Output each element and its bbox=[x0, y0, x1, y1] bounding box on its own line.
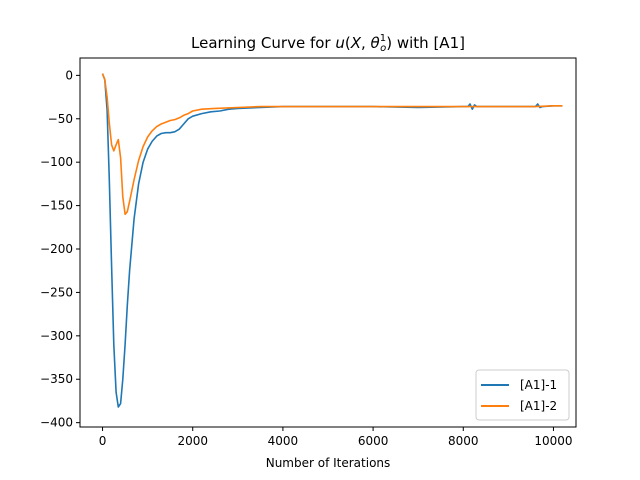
y-tick-label: −200 bbox=[40, 242, 73, 256]
y-axis-ticks: 0 −50 −100 −150 −200 −250 −300 −350 −400 bbox=[40, 68, 80, 430]
series-line-2 bbox=[101, 73, 563, 216]
x-tick-label: 6000 bbox=[358, 434, 389, 448]
y-tick-label: −300 bbox=[40, 329, 73, 343]
y-tick-label: −350 bbox=[40, 372, 73, 386]
x-tick-label: 2000 bbox=[177, 434, 208, 448]
y-tick-label: −100 bbox=[40, 155, 73, 169]
y-tick-label: 0 bbox=[65, 68, 73, 82]
legend-label-a1-1: [A1]-1 bbox=[520, 378, 557, 392]
legend-label-a1-2: [A1]-2 bbox=[520, 399, 557, 413]
chart-title: Learning Curve for u(X, θ1 o) with [A1] bbox=[191, 33, 465, 54]
x-axis-label: Number of Iterations bbox=[266, 456, 391, 470]
plot-frame bbox=[79, 57, 577, 428]
y-tick-label: −150 bbox=[40, 199, 73, 213]
y-tick-label: −400 bbox=[40, 416, 73, 430]
x-tick-label: 10000 bbox=[534, 434, 572, 448]
y-tick-label: −50 bbox=[48, 112, 73, 126]
x-axis-ticks: 0 2000 4000 6000 8000 10000 bbox=[99, 427, 573, 448]
x-tick-label: 8000 bbox=[448, 434, 479, 448]
x-tick-label: 0 bbox=[99, 434, 107, 448]
x-tick-label: 4000 bbox=[268, 434, 299, 448]
legend: [A1]-1 [A1]-2 bbox=[475, 369, 570, 421]
plot-lines bbox=[101, 73, 563, 408]
legend-box bbox=[475, 369, 570, 421]
y-tick-label: −250 bbox=[40, 285, 73, 299]
